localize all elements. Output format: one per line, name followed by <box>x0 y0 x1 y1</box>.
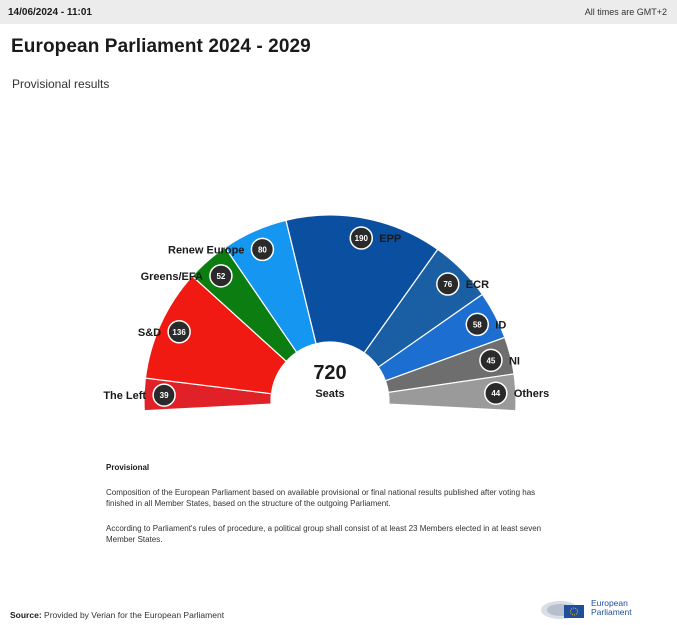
seat-badge-s-d <box>167 320 191 344</box>
seat-count-others: 44 <box>491 389 500 398</box>
seat-badge-the-left <box>152 383 176 407</box>
group-label-s-d: S&D <box>138 327 161 339</box>
source-text: Provided by Verian for the European Parl… <box>44 610 225 620</box>
group-label-ecr: ECR <box>466 279 489 291</box>
source-label: Source: <box>10 610 42 620</box>
page-title: European Parliament 2024 - 2029 <box>11 36 311 57</box>
page-subtitle: Provisional results <box>12 77 110 91</box>
group-label-greens-efa: Greens/EFA <box>141 271 203 283</box>
seat-badge-others <box>484 381 508 405</box>
seat-count-epp: 190 <box>355 234 369 243</box>
logo-text-line2: Parliament <box>591 607 632 617</box>
top-bar: 14/06/2024 - 11:01 All times are GMT+2 <box>0 0 677 24</box>
timestamp: 14/06/2024 - 11:01 <box>8 6 92 18</box>
seat-badge-ecr <box>436 272 460 296</box>
seat-count-greens-efa: 52 <box>216 272 225 281</box>
parliament-emblem-icon <box>541 601 584 619</box>
group-label-the-left: The Left <box>103 390 146 402</box>
group-label-epp: EPP <box>379 233 401 245</box>
seat-count-id: 58 <box>473 320 482 329</box>
european-parliament-logo: European Parliament <box>540 596 632 620</box>
notes-heading: Provisional <box>106 463 150 472</box>
seat-count-renew-europe: 80 <box>258 245 267 254</box>
seat-badge-epp <box>349 226 373 250</box>
group-label-id: ID <box>495 319 506 331</box>
timezone-note: All times are GMT+2 <box>584 7 667 17</box>
seat-badge-id <box>465 312 490 337</box>
group-label-ni: NI <box>509 355 520 367</box>
seat-badge-renew-europe <box>250 237 275 262</box>
seat-count-the-left: 39 <box>160 391 169 400</box>
notes-section: Provisional Composition of the European … <box>106 462 556 545</box>
logo-text-line1: European <box>591 598 628 608</box>
seat-count-ecr: 76 <box>443 280 452 289</box>
total-seats-value: 720 <box>313 362 346 384</box>
seat-badge-ni <box>479 348 503 373</box>
notes-paragraph-1: Composition of the European Parliament b… <box>106 488 536 508</box>
source-line: Source: Provided by Verian for the Europ… <box>10 610 224 620</box>
group-label-renew-europe: Renew Europe <box>168 244 244 256</box>
group-label-others: Others <box>514 388 549 400</box>
center-disc <box>271 342 389 460</box>
seat-count-ni: 45 <box>486 356 495 365</box>
seat-count-s-d: 136 <box>172 328 186 337</box>
notes-paragraph-2: According to Parliament's rules of proce… <box>106 524 542 544</box>
total-seats-label: Seats <box>315 388 344 400</box>
seat-badge-greens-efa <box>209 264 233 288</box>
